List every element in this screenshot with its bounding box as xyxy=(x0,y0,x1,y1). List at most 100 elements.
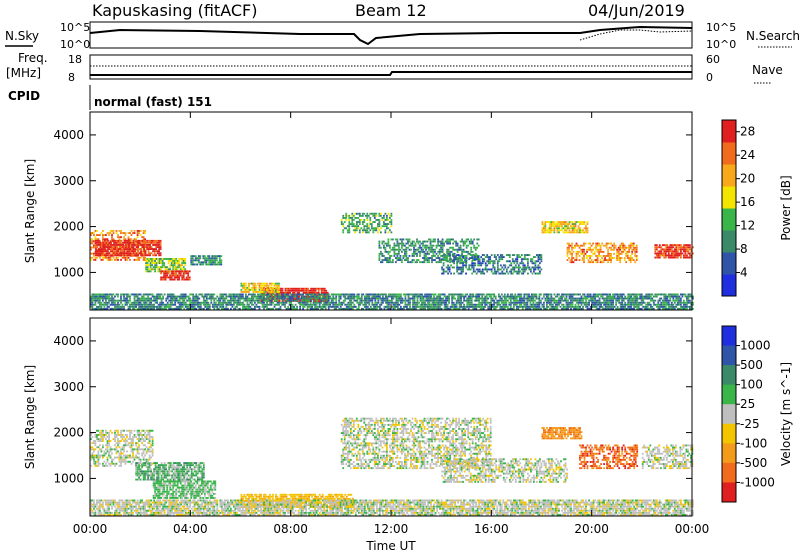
data-cell xyxy=(416,248,418,251)
data-cell xyxy=(596,244,599,247)
data-cell xyxy=(302,303,304,306)
data-cell xyxy=(133,297,136,300)
data-cell xyxy=(279,301,282,304)
data-cell xyxy=(115,305,118,308)
data-cell xyxy=(540,258,543,261)
data-cell xyxy=(587,255,590,257)
data-cell xyxy=(543,293,545,296)
data-cell xyxy=(408,240,411,243)
data-cell xyxy=(586,305,589,308)
data-cell xyxy=(413,250,415,253)
data-cell xyxy=(390,231,393,234)
data-cell xyxy=(284,291,287,294)
data-cell xyxy=(147,239,150,242)
data-cell xyxy=(169,301,172,304)
data-cell xyxy=(426,259,429,261)
data-cell xyxy=(130,305,133,308)
data-cell xyxy=(302,297,304,300)
data-cell xyxy=(388,307,390,310)
data-cell xyxy=(106,258,109,261)
data-cell xyxy=(94,303,97,306)
data-cell xyxy=(670,250,673,253)
data-cell xyxy=(119,241,121,244)
data-cell xyxy=(114,250,117,253)
data-cell xyxy=(163,305,166,308)
data-cell xyxy=(404,305,407,308)
data-cell xyxy=(189,301,192,304)
cpid-label: CPID xyxy=(8,89,40,103)
data-cell xyxy=(366,297,369,300)
data-cell xyxy=(635,259,638,261)
data-cell xyxy=(471,259,474,261)
data-cell xyxy=(187,274,190,277)
data-cell xyxy=(475,303,478,306)
data-cell xyxy=(487,297,490,300)
data-cell xyxy=(395,238,397,241)
data-cell xyxy=(555,299,557,302)
data-cell xyxy=(423,240,426,243)
data-cell xyxy=(612,307,614,310)
data-cell xyxy=(507,260,510,263)
data-cell xyxy=(419,307,422,310)
data-cell xyxy=(230,293,232,296)
data-cell xyxy=(145,270,147,273)
data-cell xyxy=(609,303,611,306)
data-cell xyxy=(455,242,457,245)
data-cell xyxy=(508,254,511,256)
data-cell xyxy=(604,257,606,259)
data-cell xyxy=(107,248,109,250)
data-cell xyxy=(447,255,450,257)
data-cell xyxy=(103,307,106,310)
data-cell xyxy=(367,225,370,228)
data-cell xyxy=(312,293,315,296)
data-cell xyxy=(610,301,613,304)
data-cell xyxy=(362,293,365,296)
data-cell xyxy=(378,246,381,249)
data-cell xyxy=(595,293,598,296)
data-cell xyxy=(245,307,247,310)
data-cell xyxy=(115,256,118,259)
data-cell xyxy=(202,263,205,266)
data-cell xyxy=(220,263,223,266)
data-cell xyxy=(267,299,270,302)
data-cell xyxy=(287,305,289,308)
data-cell xyxy=(535,303,538,306)
data-cell xyxy=(511,266,514,269)
data-cell xyxy=(222,295,225,298)
data-cell xyxy=(325,296,328,298)
data-cell xyxy=(499,305,502,308)
data-cell xyxy=(154,295,157,298)
data-cell xyxy=(222,307,225,310)
data-cell xyxy=(366,219,369,221)
data-cell xyxy=(401,261,403,264)
data-cell xyxy=(528,305,530,308)
data-cell xyxy=(670,244,673,247)
data-cell xyxy=(129,258,131,261)
data-cell xyxy=(527,272,529,275)
data-cell xyxy=(571,246,573,249)
data-cell xyxy=(655,254,658,257)
data-cell xyxy=(573,297,575,300)
data-cell xyxy=(99,254,102,257)
data-cell xyxy=(380,293,383,296)
data-cell xyxy=(360,214,363,217)
data-cell xyxy=(437,295,440,298)
data-cell xyxy=(111,244,114,246)
data-cell xyxy=(112,238,115,241)
data-cell xyxy=(415,305,417,308)
data-cell xyxy=(687,244,690,247)
data-cell xyxy=(393,250,396,253)
data-cell xyxy=(672,256,675,259)
data-cell xyxy=(601,257,603,259)
data-cell xyxy=(225,301,228,304)
data-cell xyxy=(157,303,160,306)
data-cell xyxy=(562,305,565,308)
data-cell xyxy=(449,242,451,245)
data-cell xyxy=(592,303,595,306)
data-cell xyxy=(597,303,599,306)
data-cell xyxy=(120,236,122,239)
data-cell xyxy=(449,307,452,310)
data-cell xyxy=(389,255,391,257)
data-cell xyxy=(395,305,398,308)
data-cell xyxy=(148,299,151,302)
